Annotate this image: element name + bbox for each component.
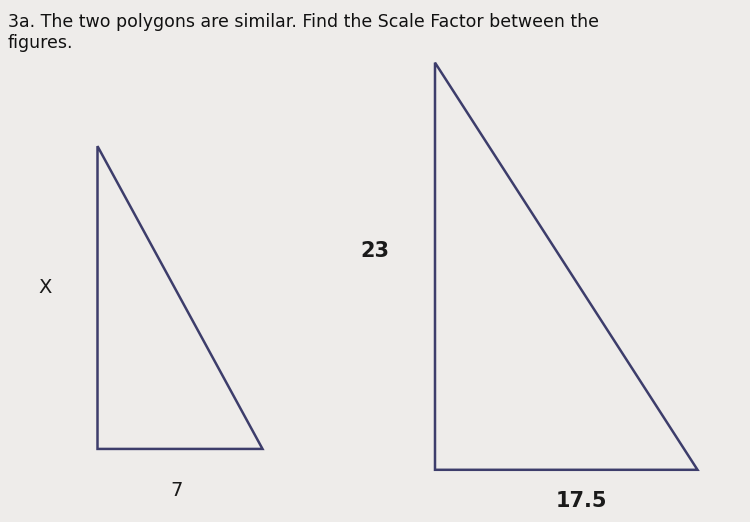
Text: X: X xyxy=(38,278,52,296)
Text: 7: 7 xyxy=(170,481,182,500)
Text: figures.: figures. xyxy=(8,34,73,52)
Text: 3a. The two polygons are similar. Find the Scale Factor between the: 3a. The two polygons are similar. Find t… xyxy=(8,13,598,31)
Text: 23: 23 xyxy=(361,241,389,260)
Text: 17.5: 17.5 xyxy=(556,491,607,511)
